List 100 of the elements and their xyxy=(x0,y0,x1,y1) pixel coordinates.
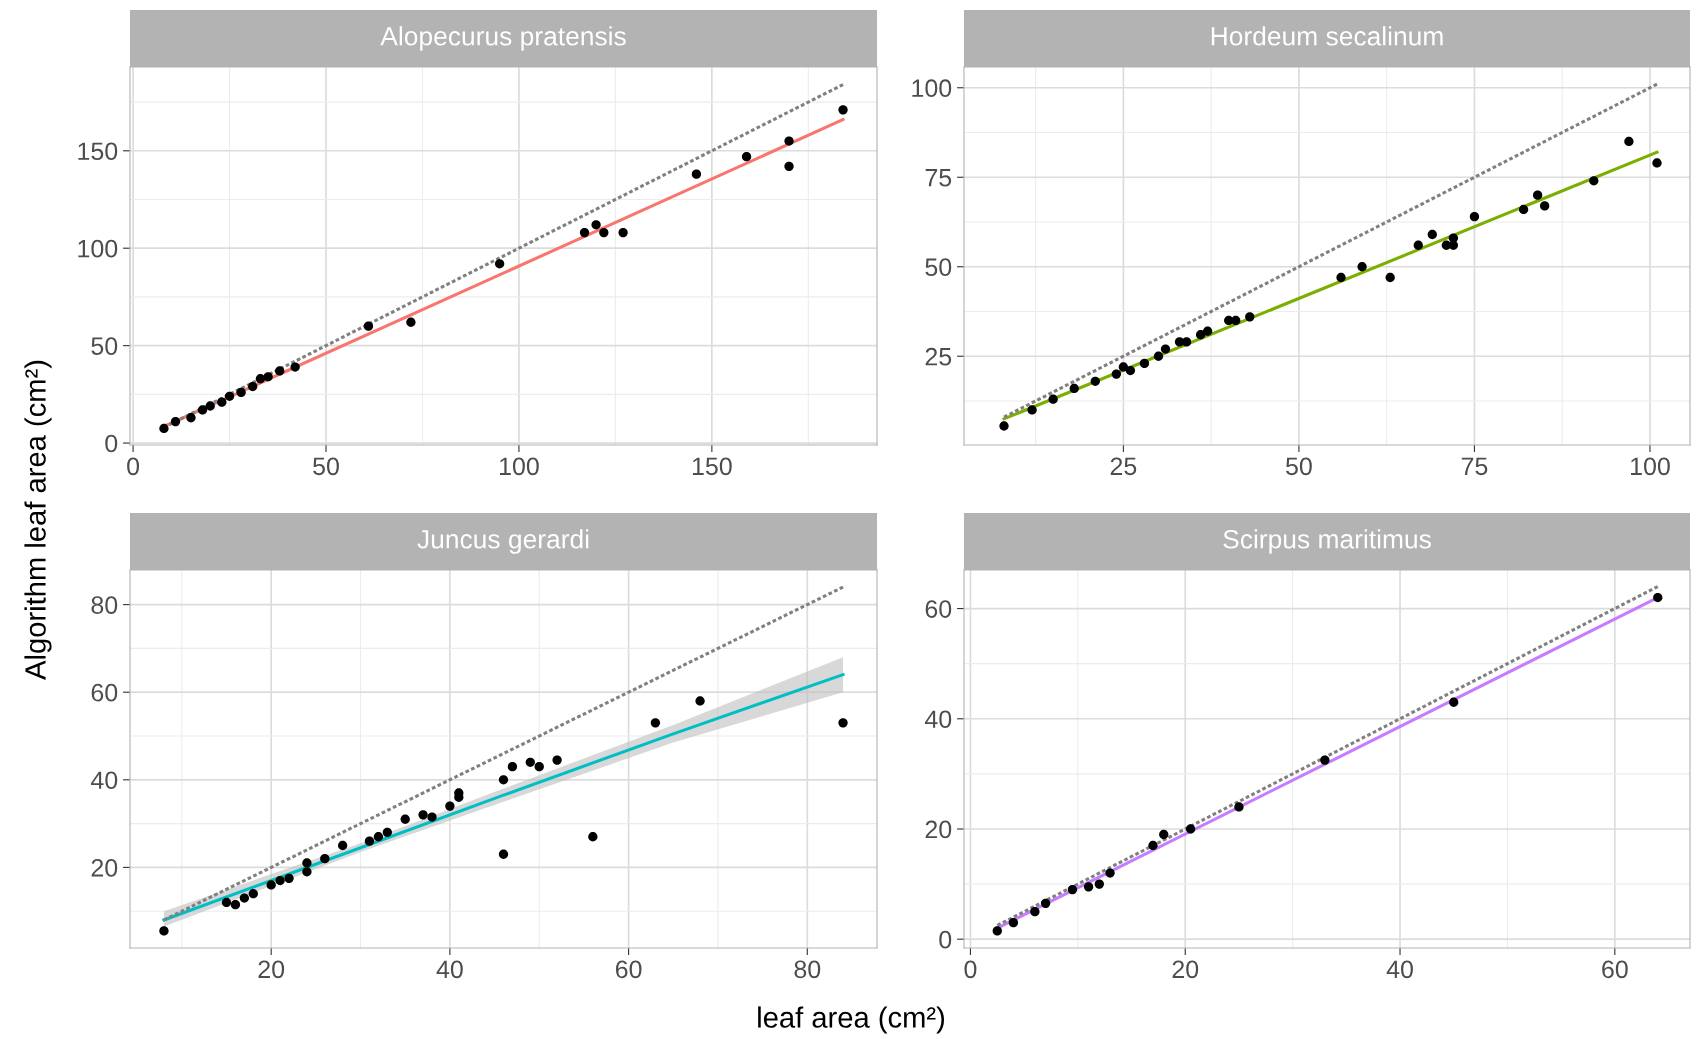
point xyxy=(618,227,628,238)
point xyxy=(1385,272,1395,283)
point xyxy=(1083,882,1094,892)
y-tick-label: 150 xyxy=(78,142,118,161)
point xyxy=(1653,592,1663,603)
point xyxy=(159,423,169,434)
point xyxy=(221,897,232,908)
y-tick-label: 60 xyxy=(91,683,118,702)
point xyxy=(1048,394,1058,404)
point xyxy=(1336,272,1346,283)
point xyxy=(588,832,598,842)
x-tick-label: 25 xyxy=(1110,457,1137,476)
y-tick-label: 20 xyxy=(91,859,118,877)
point xyxy=(494,259,505,269)
y-tick-label: 25 xyxy=(925,347,952,366)
point xyxy=(1448,240,1459,250)
chart-title: Hordeum secalinum xyxy=(1211,26,1443,46)
point xyxy=(1589,176,1599,186)
point xyxy=(1153,351,1164,361)
point xyxy=(579,227,590,238)
point xyxy=(284,873,294,884)
point xyxy=(382,827,392,838)
point xyxy=(1234,802,1244,812)
point xyxy=(999,421,1009,431)
point xyxy=(224,391,235,401)
x-tick-label: 20 xyxy=(258,960,285,979)
point xyxy=(1118,362,1129,372)
point xyxy=(1202,326,1213,336)
y-tick-label: 100 xyxy=(78,239,118,258)
point xyxy=(1159,829,1169,840)
point xyxy=(263,372,273,382)
x-tick-label: 60 xyxy=(615,960,642,979)
point xyxy=(1027,405,1037,415)
point xyxy=(1040,898,1051,909)
point xyxy=(248,889,258,899)
point xyxy=(302,867,312,877)
point xyxy=(507,762,518,772)
point xyxy=(373,832,384,842)
point xyxy=(427,812,437,822)
point xyxy=(784,136,794,146)
x-tick-label: 80 xyxy=(794,960,821,979)
point xyxy=(1357,262,1367,272)
point xyxy=(275,875,285,886)
point xyxy=(1160,344,1171,354)
point xyxy=(1094,879,1104,889)
point xyxy=(363,321,374,331)
point xyxy=(1125,365,1136,376)
y-tick-label: 40 xyxy=(90,771,118,790)
point xyxy=(650,718,661,728)
chart-title: Scirpus maritimus xyxy=(1223,529,1431,554)
point xyxy=(1413,240,1423,250)
point xyxy=(170,416,181,427)
x-tick-label: 50 xyxy=(1286,457,1312,476)
point xyxy=(498,775,509,785)
point xyxy=(741,151,752,162)
y-tick-label: 100 xyxy=(912,79,952,98)
point xyxy=(418,810,428,820)
point xyxy=(525,757,535,767)
y-tick-label: 75 xyxy=(925,169,952,187)
point xyxy=(302,858,312,868)
point xyxy=(1532,190,1543,200)
point xyxy=(248,381,258,392)
y-axis-title: Algorithm leaf area (cm²) xyxy=(24,360,52,680)
x-tick-label: 0 xyxy=(964,960,977,979)
x-tick-label: 100 xyxy=(1631,457,1670,476)
point xyxy=(1069,383,1079,394)
point xyxy=(1030,906,1040,917)
point xyxy=(230,899,241,910)
point xyxy=(1539,201,1550,211)
point xyxy=(1427,229,1437,240)
point xyxy=(1111,369,1122,379)
x-tick-label: 75 xyxy=(1461,457,1488,476)
point xyxy=(1139,358,1150,369)
point xyxy=(290,362,300,372)
x-tick-label: 20 xyxy=(1172,960,1199,979)
x-tick-label: 150 xyxy=(692,457,732,476)
point xyxy=(1518,204,1529,215)
x-axis-title: leaf area (cm²) xyxy=(758,1006,945,1034)
point xyxy=(1105,868,1115,878)
point xyxy=(445,801,455,811)
x-tick-label: 50 xyxy=(313,457,339,476)
x-tick-label: 60 xyxy=(1602,960,1628,979)
x-tick-label: 100 xyxy=(499,457,539,476)
point xyxy=(534,762,544,772)
point xyxy=(186,413,196,423)
point xyxy=(1185,824,1196,834)
point xyxy=(255,374,266,384)
y-tick-label: 50 xyxy=(925,258,952,277)
point xyxy=(838,718,848,728)
point xyxy=(338,840,348,851)
point xyxy=(364,836,375,846)
point xyxy=(838,105,848,115)
point xyxy=(1469,211,1480,222)
point xyxy=(695,696,705,706)
point xyxy=(236,387,246,398)
point xyxy=(1231,315,1241,326)
point xyxy=(197,405,208,415)
point xyxy=(275,366,285,376)
point xyxy=(1449,697,1459,707)
chart-title: Juncus gerardi xyxy=(417,529,589,554)
